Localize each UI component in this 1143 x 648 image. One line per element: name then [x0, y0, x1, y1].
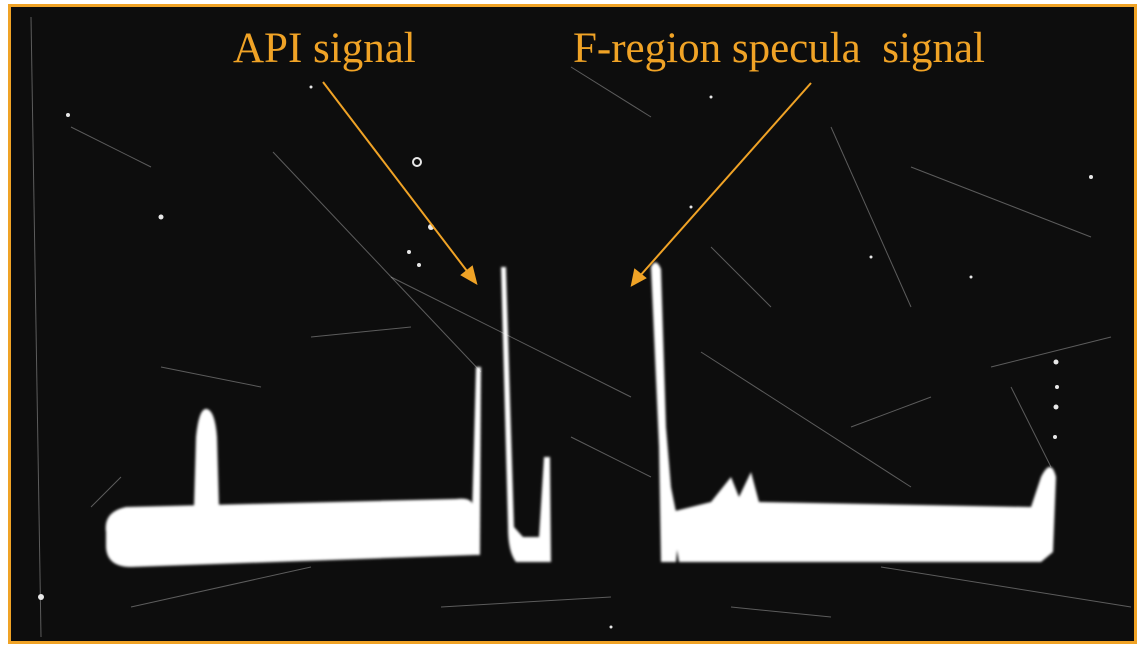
photo-frame: API signal F-region specula signal: [8, 4, 1137, 644]
signal-traces: [105, 262, 1056, 567]
film-dust: [38, 85, 1093, 629]
f-region-signal-label: F-region specula signal: [573, 25, 985, 72]
film-scratches: [30, 16, 1132, 638]
arrow-icon: [638, 82, 812, 278]
ionogram-photo: [11, 7, 1134, 641]
arrow-icon: [460, 265, 478, 286]
annotation-arrows: [322, 81, 812, 287]
api-signal-label: API signal: [233, 25, 416, 72]
arrow-icon: [322, 81, 471, 276]
arrow-icon: [630, 268, 647, 287]
